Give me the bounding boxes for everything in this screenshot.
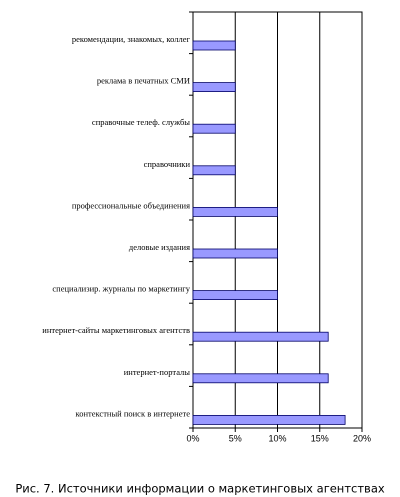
y-tick-label: справочники [144, 159, 191, 169]
bar [192, 331, 329, 342]
x-tick-label: 15% [311, 433, 329, 443]
y-tick-label: специализир. журналы по маркетингу [52, 284, 190, 294]
y-tick-label: деловые издания [129, 242, 190, 252]
bar [192, 414, 346, 425]
bar [192, 290, 278, 301]
bar [192, 206, 278, 217]
x-tick-label: 0% [186, 433, 199, 443]
x-tick-label: 5% [229, 433, 242, 443]
bar [192, 165, 236, 176]
bar [192, 40, 236, 51]
bar [192, 82, 236, 92]
x-tick-label: 20% [353, 433, 371, 443]
bar [192, 123, 236, 134]
x-tick-label: 10% [268, 433, 286, 443]
y-tick-label: интернет-сайты маркетинговых агентств [42, 325, 190, 335]
bar [192, 373, 329, 384]
y-tick-label: контекстный поиск в интернете [76, 408, 191, 418]
y-tick-label: справочные телеф. службы [92, 117, 190, 127]
y-tick-label: рекомендации, знакомых, коллег [72, 34, 191, 44]
bar [192, 248, 278, 259]
y-tick-label: профессиональные объединения [72, 200, 190, 210]
y-tick-label: интернет-порталы [124, 367, 191, 377]
caption: Рис. 7. Источники информации о маркетинг… [15, 482, 385, 496]
y-tick-label: реклама в печатных СМИ [97, 76, 190, 86]
